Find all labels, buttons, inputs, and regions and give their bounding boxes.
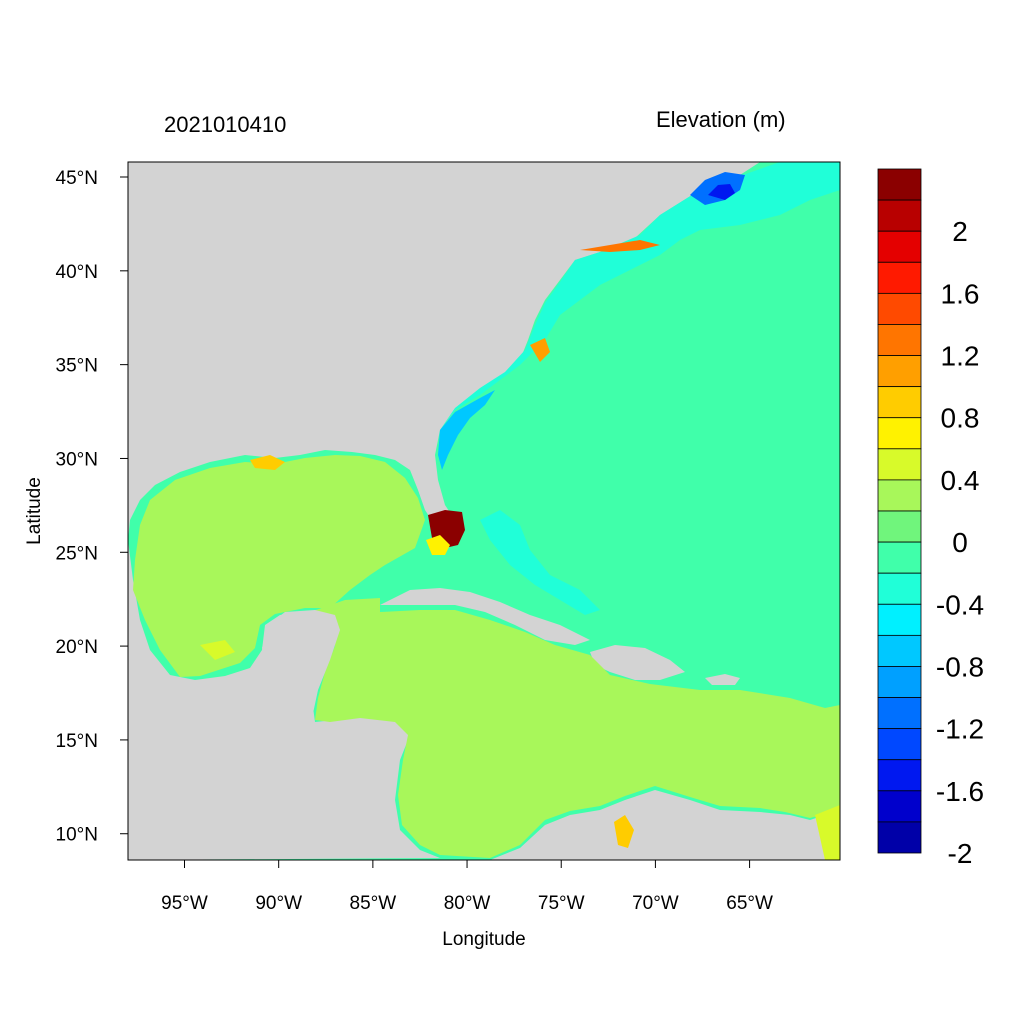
- south-america-land: [490, 790, 840, 860]
- louisiana-surge: [250, 455, 285, 470]
- colorbar-swatch: [877, 324, 922, 356]
- mexico-central-america-land: [128, 540, 440, 860]
- y-axis-title: Latitude: [24, 477, 45, 545]
- colorbar-label: 1.6: [941, 278, 980, 309]
- longitude-axis: 95°W 90°W 85°W 80°W 75°W 70°W 65°W: [161, 860, 773, 914]
- colorbar-label: 0.4: [941, 465, 980, 496]
- colorbar-swatch: [877, 292, 922, 325]
- lon-tick-label: 85°W: [350, 893, 397, 914]
- colorbar-swatch: [877, 199, 922, 232]
- colorbar: 2 1.6 1.2 0.8 0.4 0 -0.4 -0.8 -1.2 -1.6 -2: [877, 168, 984, 869]
- lon-tick-label: 90°W: [255, 893, 302, 914]
- campeche-bank-high: [200, 640, 235, 660]
- bahamas-shelf: [480, 510, 600, 615]
- colorbar-swatch: [877, 355, 922, 388]
- georgia-bight-shelf: [438, 390, 495, 470]
- date-title: 2021010410: [164, 112, 287, 137]
- colorbar-swatch: [877, 448, 922, 481]
- map-frame: [127, 161, 841, 861]
- colorbar-swatch: [877, 479, 922, 512]
- colorbar-label: 2: [952, 216, 968, 247]
- colorbar-label: 1.2: [941, 341, 980, 372]
- colorbar-label: -0.8: [936, 651, 984, 682]
- colorbar-swatch: [877, 697, 922, 730]
- atlantic-shelf-water: [440, 162, 840, 430]
- colorbar-label: -1.2: [936, 714, 984, 745]
- colorbar-label: -2: [948, 838, 973, 869]
- colorbar-label: -0.4: [936, 589, 984, 620]
- colorbar-swatch: [877, 417, 922, 450]
- colorbar-label: 0.8: [941, 403, 980, 434]
- colorbar-swatch: [877, 386, 922, 419]
- colorbar-label: -1.6: [936, 776, 984, 807]
- cuba-land: [380, 588, 590, 645]
- variable-title: Elevation (m): [656, 107, 786, 132]
- latitude-axis: 45°N 40°N 35°N 30°N 25°N 20°N 15°N 10°N: [56, 168, 128, 846]
- hispaniola-land: [590, 645, 685, 680]
- lat-tick-label: 30°N: [56, 449, 98, 470]
- lon-tick-label: 70°W: [632, 893, 679, 914]
- carolina-surge: [530, 338, 550, 362]
- lat-tick-label: 25°N: [56, 543, 98, 564]
- gulf-of-mexico-water: [133, 455, 425, 677]
- colorbar-label: 0: [952, 527, 968, 558]
- lon-tick-label: 75°W: [538, 893, 585, 914]
- colorbar-swatch: [877, 603, 922, 636]
- yucatan-land: [262, 610, 340, 718]
- lon-tick-label: 80°W: [444, 893, 491, 914]
- colorbar-swatch: [877, 541, 922, 574]
- colorbar-swatch: [877, 168, 922, 201]
- colorbar-swatch: [877, 790, 922, 823]
- caribbean-sea-water: [310, 598, 840, 858]
- lat-tick-label: 40°N: [56, 262, 98, 283]
- gulf-of-maine-core: [708, 184, 735, 200]
- long-island-sound-high: [580, 240, 660, 252]
- lat-tick-label: 45°N: [56, 168, 98, 189]
- eastern-caribbean-high: [815, 805, 840, 860]
- colorbar-swatch: [877, 759, 922, 792]
- colorbar-swatch: [877, 572, 922, 605]
- lon-tick-label: 95°W: [161, 893, 208, 914]
- puerto-rico-land: [705, 674, 740, 685]
- florida-bay-high: [426, 535, 450, 555]
- lat-tick-label: 35°N: [56, 356, 98, 377]
- colorbar-swatch: [877, 230, 922, 263]
- lat-tick-label: 20°N: [56, 637, 98, 658]
- lon-tick-label: 65°W: [726, 893, 773, 914]
- lat-tick-label: 15°N: [56, 731, 98, 752]
- x-axis-title: Longitude: [442, 929, 525, 950]
- lat-tick-label: 10°N: [56, 825, 98, 846]
- colorbar-swatch: [877, 261, 922, 294]
- map-area: [128, 162, 840, 860]
- venezuela-gulf-high: [614, 815, 634, 848]
- colorbar-swatch: [877, 728, 922, 761]
- north-america-land: [128, 162, 760, 545]
- colorbar-swatch: [877, 634, 922, 667]
- colorbar-swatch: [877, 666, 922, 698]
- colorbar-swatch: [877, 821, 922, 854]
- colorbar-swatch: [877, 510, 922, 543]
